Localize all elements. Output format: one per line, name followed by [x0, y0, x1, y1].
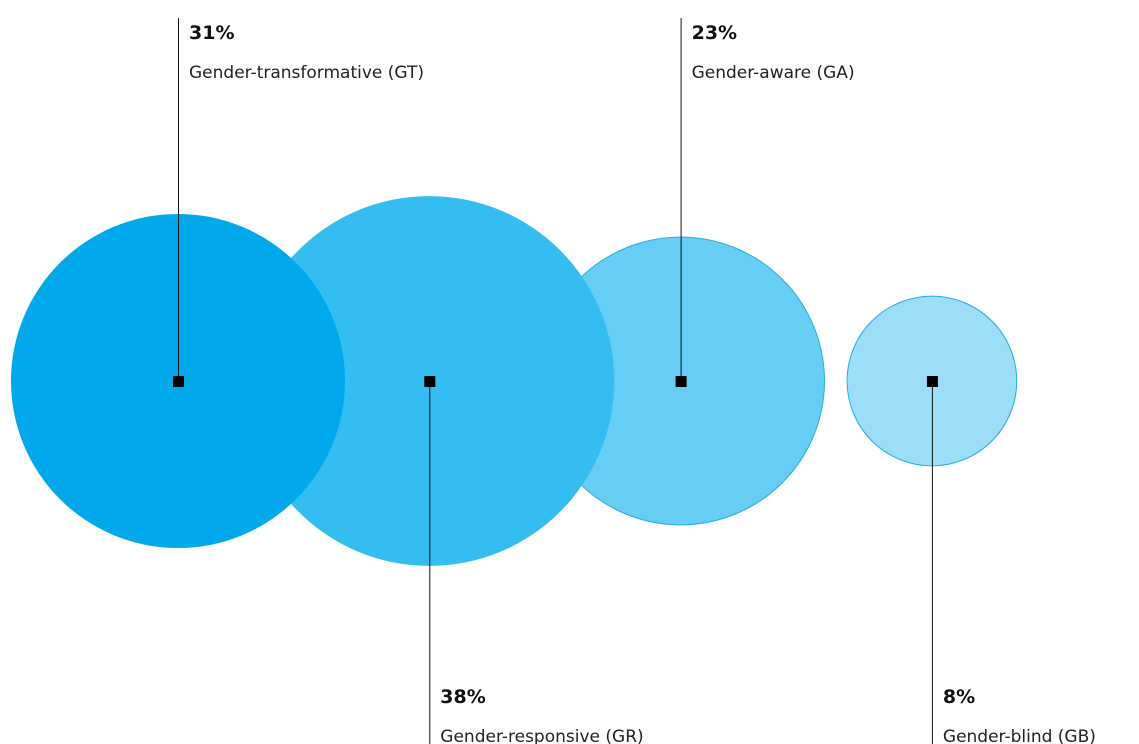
center-marker: [926, 376, 938, 387]
category-label: Gender-blind (GB): [943, 727, 1096, 744]
value-label: 8%: [943, 686, 975, 708]
value-label: 38%: [440, 686, 485, 708]
value-label: 31%: [189, 22, 234, 44]
category-label: Gender-responsive (GR): [440, 727, 643, 744]
center-marker: [675, 376, 687, 387]
category-label: Gender-transformative (GT): [189, 63, 424, 83]
value-label: 23%: [692, 22, 737, 44]
center-marker: [173, 376, 184, 387]
center-marker: [424, 376, 436, 387]
category-label: Gender-aware (GA): [692, 63, 855, 83]
